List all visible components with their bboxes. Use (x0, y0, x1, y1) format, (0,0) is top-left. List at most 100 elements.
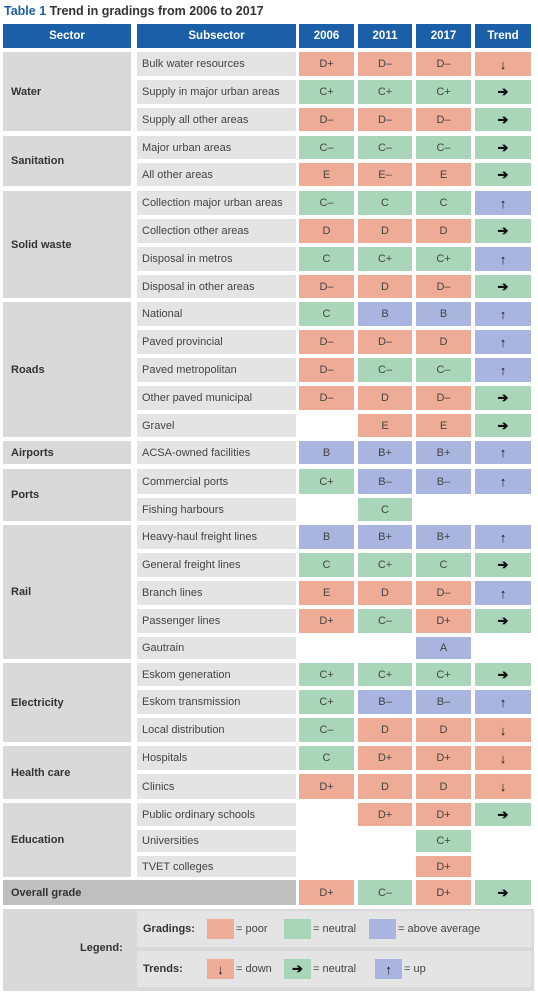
sector-label: Water (3, 52, 131, 131)
grade-cell-2011: B– (358, 469, 412, 494)
subsector-cell: Bulk water resources (137, 52, 296, 76)
subsector-cell: Paved provincial (137, 330, 296, 354)
subsector-cell: Gautrain (137, 637, 296, 659)
subsector-cell: Disposal in metros (137, 247, 296, 271)
legend-label: Legend: (80, 942, 123, 954)
grade-cell-2011: B (358, 302, 412, 326)
table-row: Branch lines E D D– ↑ (0, 579, 538, 607)
grade-cell-2011: D– (358, 52, 412, 76)
trend-arrow-right-icon: ➔ (475, 386, 531, 410)
subsector-cell: Hospitals (137, 746, 296, 770)
grade-cell-2017: D+ (416, 746, 471, 770)
grade-cell-2006: D+ (299, 52, 354, 76)
subsector-cell: Public ordinary schools (137, 803, 296, 826)
subsector-cell: Other paved municipal (137, 386, 296, 410)
trend-arrow-right-icon: ➔ (475, 414, 531, 437)
table-row: Passenger lines D+ C– D+ ➔ (0, 607, 538, 635)
table-row: General freight lines C C+ C ➔ (0, 551, 538, 579)
grade-cell-2011: D (358, 275, 412, 298)
grade-cell-2011: D (358, 219, 412, 243)
subsector-cell: Collection major urban areas (137, 191, 296, 215)
grade-cell-2011: D (358, 581, 412, 605)
header-2011: 2011 (358, 24, 412, 48)
arrow-up-icon: ↑ (375, 959, 402, 979)
table-row: Hospitals C D+ D+ ↓ (0, 744, 538, 772)
subsector-cell: Heavy-haul freight lines (137, 525, 296, 549)
table-row: Paved metropolitan D– C– C– ↑ (0, 356, 538, 384)
grade-cell-2006 (299, 414, 354, 437)
trend-cell-empty (475, 637, 531, 659)
table-row: National C B B ↑ (0, 300, 538, 328)
subsector-cell: Eskom generation (137, 663, 296, 686)
grade-cell-2011: D (358, 718, 412, 742)
trend-arrow-up-icon: ↑ (475, 690, 531, 714)
grade-cell-2006: C (299, 302, 354, 326)
grade-cell-2006: B (299, 441, 354, 464)
overall-grade-2017: D+ (416, 880, 471, 905)
grade-cell-2006: B (299, 525, 354, 549)
legend-poor-label: = poor (236, 923, 268, 935)
grade-cell-2017: D– (416, 581, 471, 605)
trend-arrow-down-icon: ↓ (475, 746, 531, 770)
table-row: Universities C+ (0, 828, 538, 854)
grade-cell-2017: D+ (416, 609, 471, 633)
grade-cell-2006 (299, 830, 354, 852)
subsector-cell: Eskom transmission (137, 690, 296, 714)
grade-cell-2011: C (358, 498, 412, 521)
grade-cell-2006: C+ (299, 80, 354, 104)
subsector-cell: TVET colleges (137, 856, 296, 877)
table-row: Clinics D+ D D ↓ (0, 772, 538, 801)
grade-cell-2006: E (299, 163, 354, 186)
subsector-cell: Commercial ports (137, 469, 296, 494)
grade-cell-2017: E (416, 163, 471, 186)
grade-cell-2011: B– (358, 690, 412, 714)
grade-cell-2017: A (416, 637, 471, 659)
grade-cell-2006: C (299, 553, 354, 577)
trend-arrow-right-icon: ➔ (475, 80, 531, 104)
grade-cell-2011 (358, 637, 412, 659)
grade-cell-2006: D+ (299, 609, 354, 633)
table-row: Paved provincial D– D– D ↑ (0, 328, 538, 356)
grade-cell-2006: D (299, 219, 354, 243)
legend-trends-title: Trends: (143, 963, 183, 975)
grade-cell-2017: C+ (416, 663, 471, 686)
grade-cell-2017: B (416, 302, 471, 326)
grade-cell-2011: D (358, 774, 412, 799)
trend-arrow-up-icon: ↑ (475, 525, 531, 549)
grade-cell-2017: D+ (416, 856, 471, 877)
grade-cell-2011: B+ (358, 441, 412, 464)
grade-cell-2011 (358, 856, 412, 877)
table-row: Collection other areas D D D ➔ (0, 217, 538, 245)
legend-neutral-trend-label: = neutral (313, 963, 357, 975)
header-2006: 2006 (299, 24, 354, 48)
table-row: Fishing harbours C (0, 496, 538, 523)
trend-arrow-up-icon: ↑ (475, 247, 531, 271)
grade-cell-2011: C+ (358, 80, 412, 104)
subsector-cell: Local distribution (137, 718, 296, 742)
trend-arrow-up-icon: ↑ (475, 581, 531, 605)
subsector-cell: Collection other areas (137, 219, 296, 243)
table-row: Supply in major urban areas C+ C+ C+ ➔ (0, 78, 538, 106)
sector-label: Electricity (3, 663, 131, 742)
table-row: Eskom transmission C+ B– B– ↑ (0, 688, 538, 716)
grade-cell-2006: C (299, 746, 354, 770)
grade-cell-2006: C+ (299, 663, 354, 686)
sector-label: Sanitation (3, 136, 131, 186)
trend-arrow-right-icon: ➔ (475, 609, 531, 633)
grade-cell-2017: D+ (416, 803, 471, 826)
subsector-cell: Fishing harbours (137, 498, 296, 521)
trend-arrow-right-icon: ➔ (475, 219, 531, 243)
trend-arrow-right-icon: ➔ (475, 803, 531, 826)
subsector-cell: Gravel (137, 414, 296, 437)
trend-arrow-right-icon: ➔ (475, 275, 531, 298)
grade-cell-2017: D (416, 774, 471, 799)
grade-cell-2017: C (416, 553, 471, 577)
subsector-cell: Disposal in other areas (137, 275, 296, 298)
table-row: Eskom generation C+ C+ C+ ➔ (0, 661, 538, 688)
table-row: ACSA-owned facilities B B+ B+ ↑ (0, 439, 538, 466)
grade-cell-2006 (299, 803, 354, 826)
subsector-cell: National (137, 302, 296, 326)
grade-cell-2017: D– (416, 52, 471, 76)
grade-cell-2011: C (358, 191, 412, 215)
sector-label: Airports (3, 441, 131, 464)
